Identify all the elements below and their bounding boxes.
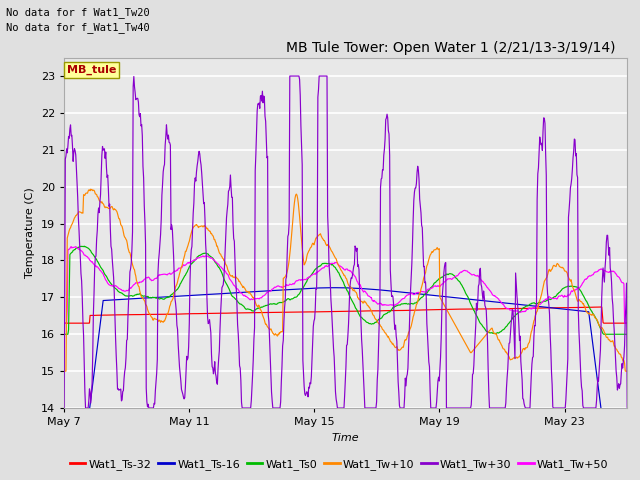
X-axis label: Time: Time: [332, 432, 360, 443]
Text: No data for f̲Wat1̲Tw40: No data for f̲Wat1̲Tw40: [6, 22, 150, 33]
Text: No data for f Wat1_Tw20: No data for f Wat1_Tw20: [6, 7, 150, 18]
Text: MB_tule: MB_tule: [67, 65, 116, 75]
Text: MB Tule Tower: Open Water 1 (2/21/13-3/19/14): MB Tule Tower: Open Water 1 (2/21/13-3/1…: [287, 41, 616, 55]
Y-axis label: Temperature (C): Temperature (C): [25, 187, 35, 278]
Legend: Wat1_Ts-32, Wat1_Ts-16, Wat1_Ts0, Wat1_Tw+10, Wat1_Tw+30, Wat1_Tw+50: Wat1_Ts-32, Wat1_Ts-16, Wat1_Ts0, Wat1_T…: [65, 455, 613, 474]
